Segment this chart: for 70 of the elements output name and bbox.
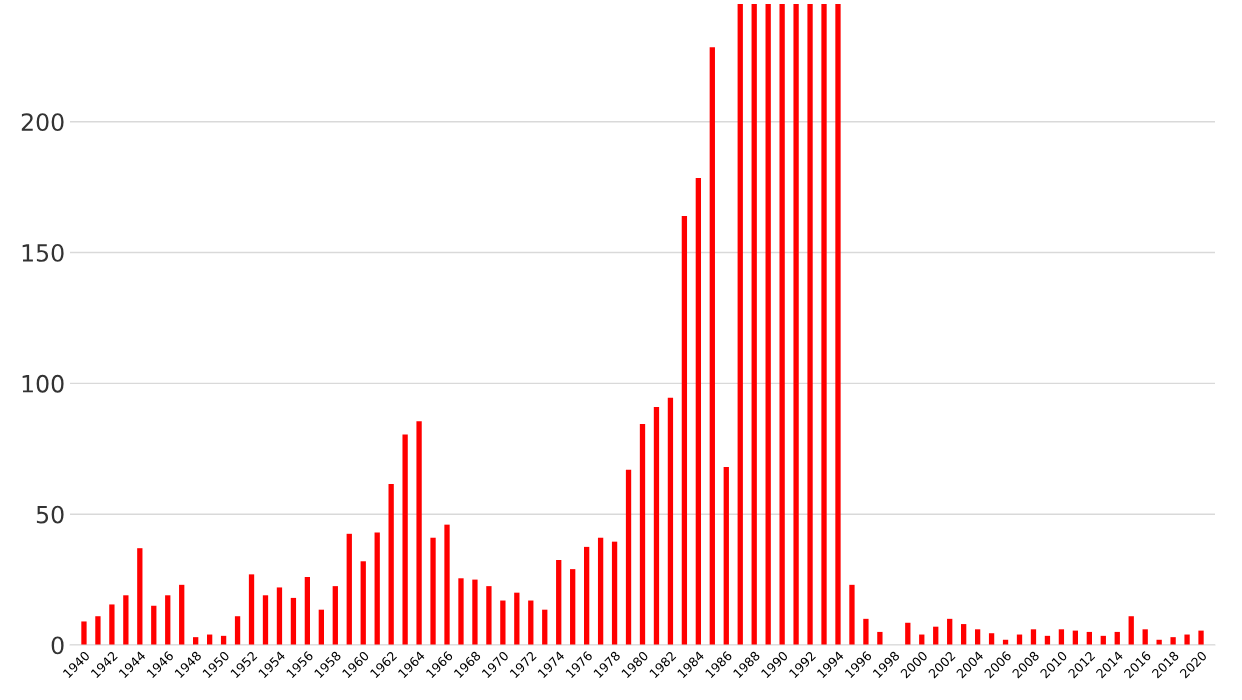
bar <box>779 4 785 645</box>
bar <box>639 423 646 645</box>
bar <box>1128 616 1134 645</box>
bar <box>165 595 171 645</box>
bar <box>304 576 311 645</box>
bar <box>625 469 632 645</box>
bar <box>737 4 743 645</box>
bar <box>123 595 129 645</box>
bar <box>807 4 813 645</box>
bar <box>597 537 604 645</box>
bar <box>947 618 953 645</box>
bar <box>500 600 506 645</box>
bar <box>695 177 702 645</box>
bar <box>611 541 618 645</box>
bar <box>961 624 967 645</box>
y-tick-label: 50 <box>36 505 64 524</box>
bar <box>681 215 688 645</box>
bar <box>81 621 87 645</box>
bar <box>751 4 757 645</box>
bar <box>374 532 380 645</box>
bar <box>360 561 366 645</box>
bar <box>709 47 715 645</box>
bar <box>1030 629 1037 645</box>
bar <box>974 629 981 645</box>
bar <box>793 4 799 645</box>
y-tick-label: 200 <box>21 113 64 132</box>
bar <box>109 604 115 645</box>
bar <box>332 586 338 645</box>
bar <box>877 631 883 645</box>
bar <box>472 579 478 645</box>
y-tick-label: 100 <box>22 374 64 393</box>
bar <box>234 616 241 645</box>
bar <box>318 609 324 645</box>
bar <box>1184 634 1190 645</box>
bar <box>849 584 855 645</box>
bar <box>179 584 185 645</box>
bar <box>528 600 534 645</box>
bar <box>290 597 297 645</box>
bar <box>388 484 394 645</box>
bar <box>556 559 562 645</box>
bar <box>444 524 450 645</box>
bar <box>137 548 143 645</box>
bar <box>1058 629 1065 645</box>
bar <box>95 616 101 645</box>
y-tick-label: 150 <box>22 244 64 262</box>
bar <box>514 592 520 645</box>
bar <box>486 586 492 645</box>
bar <box>151 605 157 645</box>
bar <box>570 569 576 645</box>
bar <box>262 595 269 645</box>
y-tick-label: 0 <box>51 636 64 655</box>
bar <box>402 434 408 645</box>
bar <box>723 467 729 645</box>
bar <box>1198 630 1204 645</box>
bar <box>1142 629 1148 645</box>
bar <box>583 546 590 645</box>
bar <box>653 406 660 645</box>
bar <box>248 574 255 645</box>
bar <box>835 4 841 645</box>
bar <box>863 618 869 645</box>
bar <box>1170 637 1176 645</box>
bar <box>821 4 827 645</box>
bar <box>765 4 771 645</box>
bar <box>667 397 674 645</box>
bar <box>346 533 352 645</box>
bar <box>276 587 283 645</box>
bar <box>542 609 548 645</box>
bar <box>458 578 464 645</box>
bar <box>430 537 436 645</box>
bar <box>416 421 422 645</box>
